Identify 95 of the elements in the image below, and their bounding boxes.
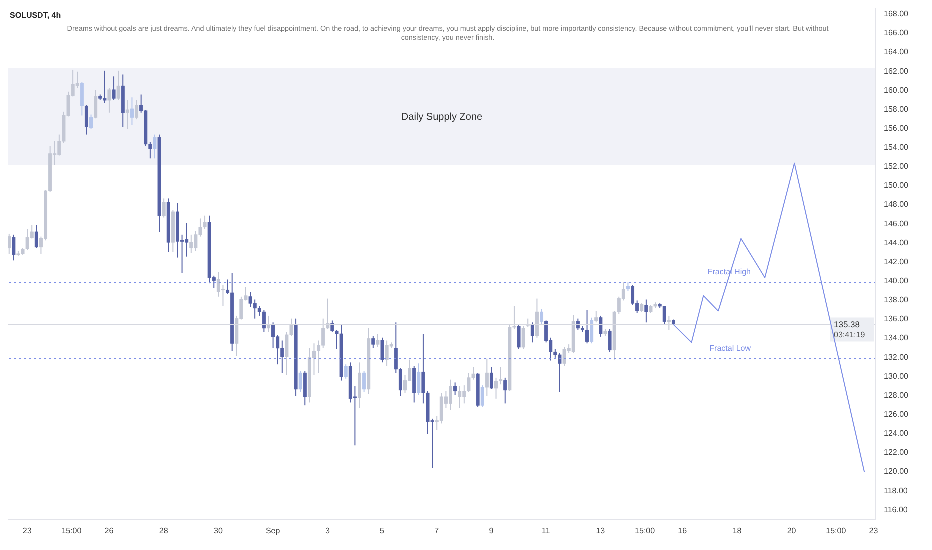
x-tick-label: 13 [596,526,606,536]
y-tick-label: 158.00 [884,104,910,114]
y-tick-label: 116.00 [884,505,908,514]
candlestick [480,385,484,408]
y-tick-label: 168.00 [884,10,910,19]
candlestick [12,234,16,262]
x-tick-label: 15:00 [62,526,82,536]
x-tick-label: 5 [380,526,386,536]
y-tick-label: 160.00 [884,86,910,95]
y-tick-label: 164.00 [884,48,910,57]
candlestick [599,315,603,338]
candlestick [594,310,598,324]
candlestick [262,310,266,333]
y-tick-label: 130.00 [884,372,910,381]
x-tick-label: 28 [159,526,169,536]
candlestick [530,322,534,344]
y-tick-label: 142.00 [884,257,910,266]
y-tick-label: 156.00 [884,124,910,133]
candlestick [362,370,366,393]
candlestick [112,76,116,101]
y-tick-label: 166.00 [884,28,910,38]
candlestick [344,364,348,380]
candlestick [417,363,421,396]
candlestick [535,298,539,338]
candlestick [499,366,503,386]
candlestick [458,386,462,409]
y-tick-label: 132.00 [884,352,910,362]
annotation: 03:41:19 [834,330,866,340]
y-tick-label: 118.00 [884,486,908,496]
candlestick [272,322,276,349]
y-tick-label: 138.00 [884,296,910,305]
x-tick-label: 7 [434,526,440,536]
y-tick-label: 120.00 [884,467,910,476]
candlestick [8,233,12,254]
ref-line-label: 135.38 [834,320,860,330]
candlestick [667,315,671,331]
candlestick [84,104,88,136]
x-tick-label: 15:00 [826,526,847,536]
candlestick [662,306,666,326]
candlestick [517,324,521,350]
x-tick-label: 30 [214,526,224,536]
candlestick [522,326,526,350]
x-tick-label: 26 [104,526,114,536]
candlestick [494,377,498,400]
y-tick-label: 128.00 [884,390,910,400]
y-tick-label: 152.00 [884,162,910,172]
candlestick [80,82,84,116]
candlestick [608,328,612,353]
candlestick [454,382,458,396]
candlestick [644,299,648,324]
candlestick [298,370,302,393]
y-tick-label: 148.00 [884,200,910,210]
y-tick-label: 136.00 [884,314,910,324]
y-tick-label: 134.00 [884,334,910,343]
x-tick-label: 20 [787,526,797,536]
y-tick-label: 122.00 [884,448,910,458]
y-tick-label: 154.00 [884,143,910,152]
candlestick [485,358,489,397]
candlestick [490,366,494,390]
x-tick-label: 9 [489,526,494,536]
x-tick-label: 23 [22,526,32,536]
candlestick [504,377,508,404]
y-tick-label: 126.00 [884,410,910,420]
x-tick-label: 18 [732,526,742,536]
y-tick-label: 140.00 [884,276,910,286]
y-tick-label: 144.00 [884,238,910,248]
x-tick-label: 3 [325,526,330,536]
candlestick [130,97,134,126]
x-tick-label: 16 [678,526,688,536]
candlestick [590,317,594,344]
candlestick [380,337,384,364]
candlestick [108,88,112,114]
y-tick-label: 146.00 [884,219,910,228]
x-tick-label: 11 [542,526,551,536]
x-tick-label: Sep [266,526,281,536]
candlestick [162,198,166,218]
candlestick [153,134,157,160]
candlestick [303,370,307,406]
band-label: Daily Supply Zone [401,112,484,124]
x-tick-label: 15:00 [635,526,656,536]
candlestick [90,114,94,130]
candlestick [116,70,120,101]
candlestick [94,89,98,120]
candlestick [372,335,376,349]
y-tick-label: 124.00 [884,429,910,438]
chart-title: SOLUSDT, 4h [10,11,62,20]
candlestick [376,334,380,348]
ref-line-label: Fractal Low [710,344,752,353]
x-tick-label: 23 [869,526,879,536]
candlestick [540,308,544,326]
candlestick [34,224,38,249]
y-tick-label: 150.00 [884,181,910,190]
candlestick [135,100,139,120]
candlestick [126,100,130,130]
y-tick-label: 162.00 [884,66,910,76]
